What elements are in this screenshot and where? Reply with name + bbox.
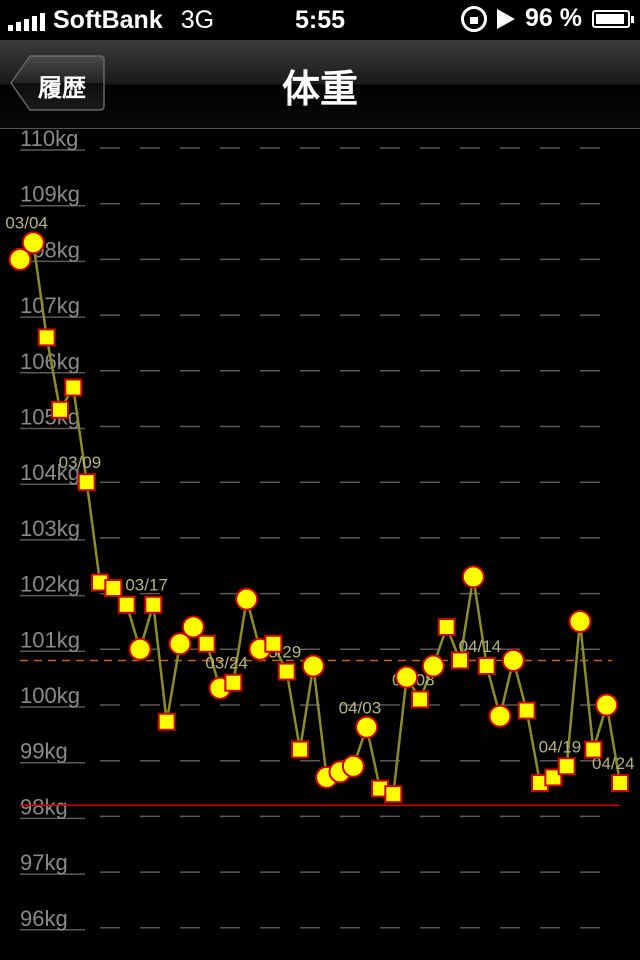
status-bar: SoftBank 3G 5:55 96 % xyxy=(0,0,640,40)
data-point-square xyxy=(197,634,216,653)
carrier-name: SoftBank xyxy=(53,5,163,34)
data-point-circle xyxy=(395,665,419,689)
data-point-square xyxy=(277,662,296,681)
data-point-square xyxy=(411,690,429,709)
data-point-square xyxy=(451,651,469,670)
date-label: 04/24 xyxy=(592,754,635,773)
data-point-circle xyxy=(568,609,592,633)
date-label: 04/03 xyxy=(339,698,382,717)
play-icon xyxy=(497,8,516,29)
data-point-circle xyxy=(301,654,325,678)
data-point-circle xyxy=(355,715,379,739)
y-tick-label: 97kg xyxy=(20,850,68,875)
data-point-square xyxy=(37,328,56,347)
navigation-bar: 履歴 体重 xyxy=(0,40,640,129)
back-button-label: 履歴 xyxy=(38,75,86,102)
weight-chart[interactable]: 110kg109kg108kg107kg106kg105kg104kg103kg… xyxy=(0,128,640,960)
y-tick-label: 98kg xyxy=(20,794,68,819)
y-tick-label: 101kg xyxy=(20,627,80,652)
data-point-circle xyxy=(8,247,32,271)
data-point-square xyxy=(557,757,576,776)
data-point-square xyxy=(157,712,176,731)
y-tick-label: 110kg xyxy=(20,128,78,151)
network-type: 3G xyxy=(180,5,215,34)
data-point-circle xyxy=(168,632,192,656)
date-label: 03/09 xyxy=(59,453,102,472)
y-tick-label: 109kg xyxy=(20,182,80,207)
data-point-circle xyxy=(595,693,619,717)
data-point-circle xyxy=(501,648,525,672)
data-point-square xyxy=(104,579,123,598)
data-point-square xyxy=(64,378,83,397)
date-label: 04/14 xyxy=(459,637,502,656)
data-point-square xyxy=(291,740,309,759)
data-point-square xyxy=(517,701,536,720)
data-point-square xyxy=(611,773,629,792)
data-point-square xyxy=(477,657,496,676)
data-point-circle xyxy=(181,615,205,639)
y-tick-label: 105kg xyxy=(20,405,80,430)
date-label: 04/19 xyxy=(539,737,582,756)
back-button[interactable]: 履歴 xyxy=(10,54,105,112)
date-label: 03/24 xyxy=(205,654,248,673)
y-tick-label: 99kg xyxy=(20,739,68,764)
y-tick-label: 102kg xyxy=(20,572,80,597)
battery-icon xyxy=(592,9,634,28)
data-point-circle xyxy=(235,587,259,611)
data-point-square xyxy=(384,785,403,804)
y-tick-label: 107kg xyxy=(20,293,80,318)
y-tick-label: 103kg xyxy=(20,516,80,541)
data-point-circle xyxy=(341,754,365,778)
data-point-square xyxy=(584,740,603,759)
data-point-square xyxy=(264,634,283,653)
data-point-circle xyxy=(21,231,45,255)
data-point-square xyxy=(51,400,69,419)
data-point-square xyxy=(144,595,163,614)
y-tick-label: 100kg xyxy=(20,683,80,708)
data-point-square xyxy=(544,768,563,787)
data-point-circle xyxy=(488,704,512,728)
date-label: 03/04 xyxy=(5,214,48,233)
status-time: 5:55 xyxy=(294,6,346,34)
signal-bars-icon xyxy=(8,9,45,31)
data-point-circle xyxy=(421,654,445,678)
page-title: 体重 xyxy=(281,69,358,111)
data-point-square xyxy=(77,473,96,492)
back-button-shape xyxy=(10,55,105,111)
data-point-square xyxy=(224,673,243,692)
data-point-square xyxy=(437,618,456,637)
battery-percent: 96 % xyxy=(525,4,582,32)
y-tick-label: 96kg xyxy=(20,906,68,931)
date-label: 03/17 xyxy=(125,576,168,595)
y-tick-label: 104kg xyxy=(20,460,80,485)
data-point-circle xyxy=(461,565,485,589)
data-point-circle xyxy=(128,637,152,661)
rotation-lock-icon xyxy=(461,5,488,32)
data-point-square xyxy=(117,595,136,614)
